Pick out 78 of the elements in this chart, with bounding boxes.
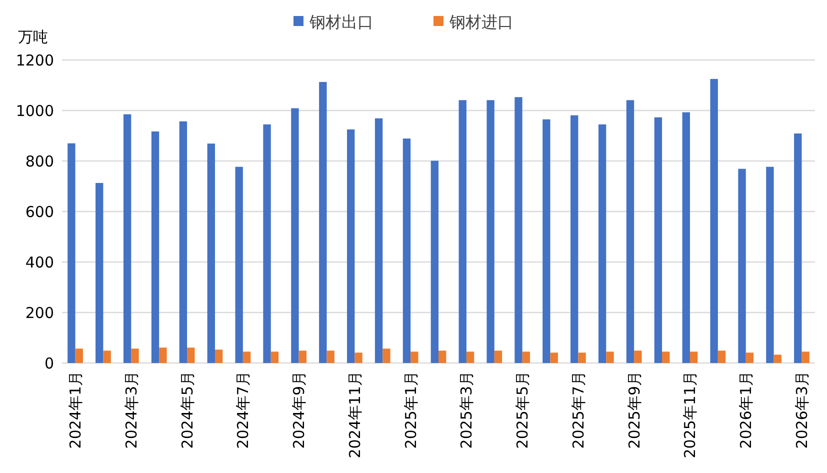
bar: [690, 352, 698, 363]
bar: [346, 129, 355, 363]
bar: [522, 352, 530, 363]
legend-label: 钢材出口: [308, 12, 374, 32]
bar: [458, 100, 466, 363]
bar: [626, 100, 634, 363]
bar: [494, 350, 502, 363]
bar: [354, 352, 362, 363]
x-tick-label: 2025年11月: [681, 371, 700, 458]
bar: [159, 348, 167, 363]
x-tick-label: 2024年3月: [122, 371, 140, 449]
bar: [710, 78, 718, 363]
bar: [291, 108, 299, 363]
y-tick-label: 200: [25, 304, 54, 322]
bar: [263, 124, 271, 363]
bar: [235, 166, 243, 363]
bar: [438, 350, 446, 363]
bar: [466, 352, 474, 363]
bar: [319, 82, 327, 363]
x-tick-label: 2024年9月: [290, 371, 308, 449]
bar: [298, 350, 306, 363]
bar: [207, 144, 215, 363]
x-tick-label: 2026年1月: [737, 371, 756, 449]
bar: [270, 352, 279, 363]
bar: [242, 352, 251, 363]
bar: [68, 143, 76, 363]
y-axis-title: 万吨: [18, 28, 48, 46]
bar: [374, 118, 383, 363]
x-tick-label: 2024年5月: [178, 371, 196, 449]
legend-label: 钢材进口: [448, 12, 514, 32]
bar: [718, 350, 726, 363]
bar: [486, 100, 494, 363]
bar: [542, 119, 550, 363]
bar: [326, 350, 334, 363]
bar: [123, 114, 132, 363]
bar: [578, 352, 586, 363]
x-tick-label: 2024年1月: [66, 371, 85, 449]
bar: [634, 350, 642, 363]
bar: [382, 348, 390, 363]
x-tick-label: 2025年7月: [569, 371, 588, 449]
bar: [103, 350, 111, 363]
bar: [654, 117, 662, 363]
bar: [738, 168, 746, 363]
bar: [410, 352, 418, 363]
bar: [794, 133, 802, 363]
x-tick-label: 2026年3月: [792, 371, 811, 449]
bar: [766, 166, 774, 363]
y-tick-label: 1200: [16, 51, 54, 70]
y-tick-label: 800: [25, 152, 54, 170]
x-tick-label: 2024年11月: [346, 371, 364, 458]
bar: [550, 352, 558, 363]
bar: [430, 160, 438, 363]
bar: [131, 348, 139, 363]
bar: [606, 352, 614, 363]
x-tick-label: 2025年1月: [402, 371, 420, 449]
bar: [662, 352, 670, 363]
bar: [802, 352, 810, 363]
x-tick-label: 2025年9月: [625, 371, 644, 449]
bar: [570, 115, 578, 363]
x-tick-label: 2025年5月: [514, 371, 532, 449]
y-tick-label: 600: [25, 202, 54, 221]
bar: [774, 354, 782, 363]
bar: [214, 350, 223, 363]
bar: [402, 138, 411, 363]
y-tick-label: 400: [25, 253, 54, 272]
bar: [598, 124, 606, 363]
x-tick-label: 2025年3月: [458, 371, 476, 449]
bar: [514, 97, 522, 363]
bar: [96, 182, 104, 363]
bar: [179, 121, 188, 363]
y-tick-label: 1000: [16, 102, 54, 120]
bar: [75, 348, 83, 363]
bar: [151, 131, 160, 363]
bar: [682, 112, 690, 363]
y-tick-label: 0: [44, 354, 54, 372]
x-tick-label: 2024年7月: [234, 371, 252, 449]
bar: [746, 352, 754, 363]
bar: [187, 348, 195, 363]
